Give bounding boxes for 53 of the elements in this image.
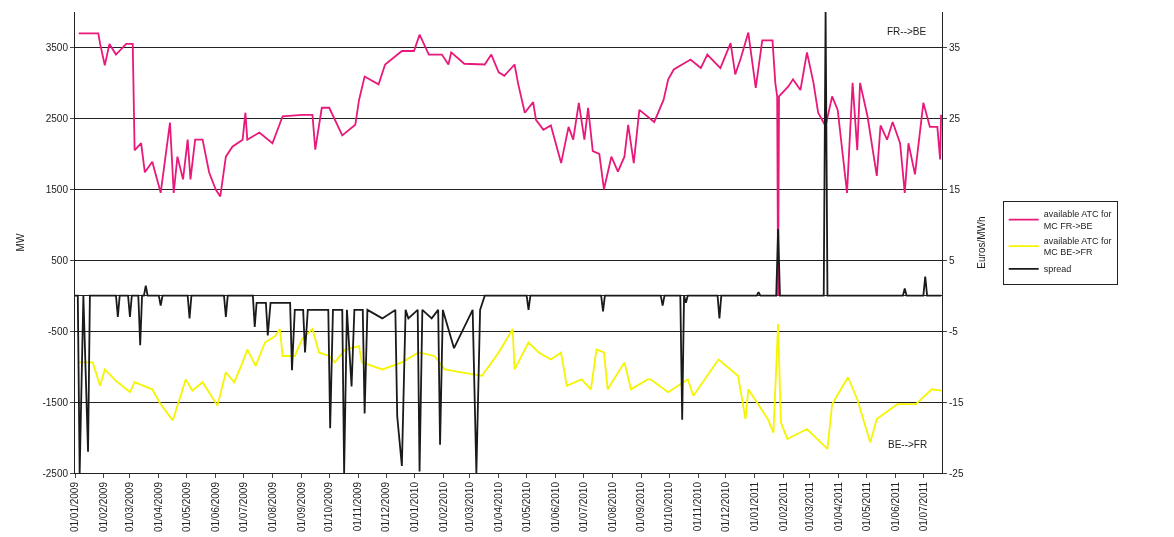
x-tick-label: 01/02/2009 [98,481,110,533]
x-tick-label: 01/04/2010 [492,481,504,533]
x-tick-label: 01/09/2009 [295,481,307,533]
x-tick-label: 01/01/2011 [749,481,761,532]
annotation: BE-->FR [888,439,928,450]
y-tick-label: 2500 [45,112,69,124]
y-tick-label: -1500 [42,396,69,408]
x-tick-label: 01/11/2009 [352,481,364,532]
y-tick-label: 500 [51,254,69,266]
x-tick-label: 01/07/2011 [917,481,929,532]
y2-axis-title: Euros/MWh [976,216,988,269]
x-tick-label: 01/03/2010 [464,481,476,533]
line-series [75,12,942,473]
x-tick-label: 01/08/2010 [606,481,618,533]
x-tick-label: 01/02/2011 [777,481,789,532]
x-tick-label: 01/12/2010 [720,481,732,533]
y2-tick-label: 5 [949,254,955,266]
x-tick-label: 01/01/2009 [69,481,81,533]
x-tick-label: 01/02/2010 [438,481,450,533]
x-tick-label: 01/06/2009 [209,481,221,533]
x-tick-label: 01/07/2010 [577,481,589,533]
y2-tick-label: 15 [949,183,961,195]
y2-tick-label: 35 [949,41,961,53]
x-tick-label: 01/11/2010 [692,481,704,532]
y2-tick-label: -5 [949,325,959,337]
x-tick-label: 01/06/2010 [549,481,561,533]
x-tick-label: 01/06/2011 [889,481,901,532]
y-tick-label: 3500 [45,41,69,53]
x-tick-label: 01/10/2010 [663,481,675,533]
x-tick-label: 01/01/2010 [409,481,421,533]
y-tick-label: -500 [47,325,69,337]
x-tick-label: 01/05/2010 [520,481,532,533]
x-tick-label: 01/10/2009 [323,481,335,533]
x-tick-label: 01/09/2010 [635,481,647,533]
y2-tick-label: 25 [949,112,961,124]
y-tick-label: -2500 [42,467,69,479]
line-series [77,323,942,450]
x-tick-label: 01/03/2009 [124,481,136,533]
legend-label: spread [1043,264,1072,275]
legend-label: available ATC for MC BE->FR [1043,235,1112,258]
y2-tick-label: -15 [949,396,964,408]
x-tick-label: 01/03/2011 [804,481,816,532]
x-tick-label: 01/04/2009 [153,481,165,533]
x-tick-label: 01/12/2009 [380,481,392,533]
y2-tick-label: -25 [949,467,964,479]
y-tick-label: 1500 [45,183,69,195]
x-tick-label: 01/07/2009 [237,481,249,533]
x-tick-label: 01/04/2011 [832,481,844,532]
x-tick-label: 01/05/2009 [181,481,192,533]
x-tick-label: 01/05/2011 [860,481,872,532]
annotation: FR-->BE [887,26,927,37]
y-axis-title: MW [15,233,27,252]
x-tick-label: 01/08/2009 [266,481,278,533]
